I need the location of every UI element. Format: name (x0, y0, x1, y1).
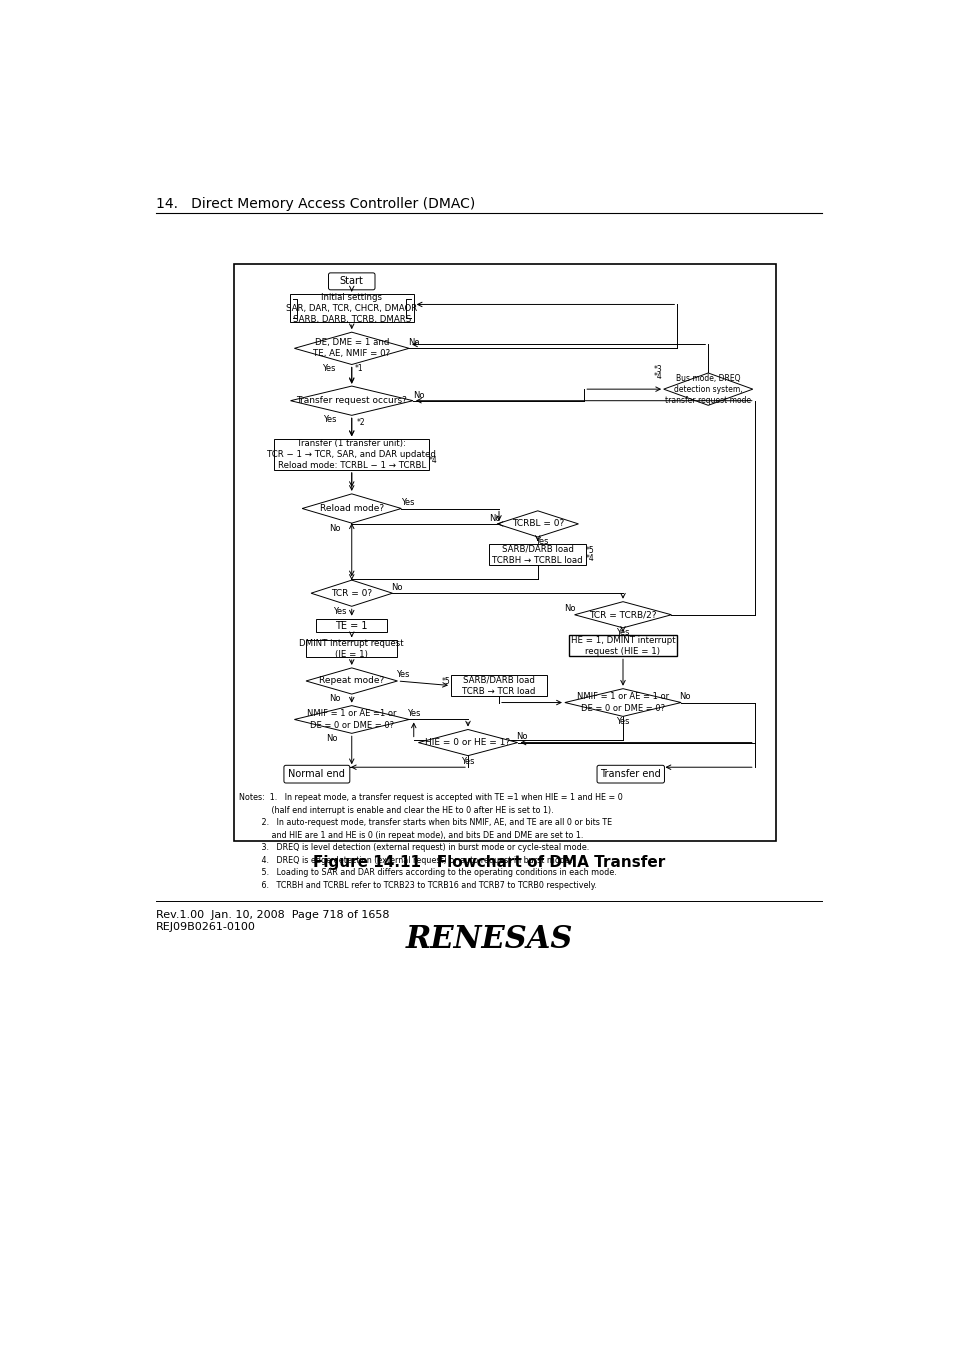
Text: RENESAS: RENESAS (405, 925, 572, 956)
FancyBboxPatch shape (568, 634, 677, 656)
Text: *1: *1 (355, 364, 363, 373)
Text: 14.   Direct Memory Access Controller (DMAC): 14. Direct Memory Access Controller (DMA… (155, 197, 475, 212)
FancyBboxPatch shape (489, 544, 585, 566)
Polygon shape (497, 510, 578, 537)
Text: Yes: Yes (616, 717, 629, 725)
Text: No: No (329, 524, 340, 533)
Text: No: No (413, 390, 424, 400)
FancyBboxPatch shape (290, 294, 414, 323)
Text: Initial settings
SAR, DAR, TCR, CHCR, DMAOR
SARB, DARB, TCRB, DMARS: Initial settings SAR, DAR, TCR, CHCR, DM… (286, 293, 416, 324)
Text: *3: *3 (653, 364, 661, 374)
Text: DMINT interrupt request
(IE = 1): DMINT interrupt request (IE = 1) (299, 639, 404, 659)
Text: Start: Start (339, 277, 363, 286)
Text: No: No (329, 694, 340, 703)
Text: Transfer (1 transfer unit):
TCR − 1 → TCR, SAR, and DAR updated
Reload mode: TCR: Transfer (1 transfer unit): TCR − 1 → TC… (267, 439, 436, 470)
Polygon shape (306, 668, 397, 694)
Text: TCR = TCRB/2?: TCR = TCRB/2? (589, 610, 656, 620)
Text: Transfer end: Transfer end (599, 769, 660, 779)
Text: *5: *5 (585, 547, 595, 555)
Text: Yes: Yes (333, 608, 346, 616)
Text: Bus mode, DREQ
detection system,
transfer request mode: Bus mode, DREQ detection system, transfe… (664, 374, 751, 405)
Text: TCRBL = 0?: TCRBL = 0? (511, 520, 563, 528)
Text: REJ09B0261-0100: REJ09B0261-0100 (155, 922, 255, 931)
Text: Normal end: Normal end (288, 769, 345, 779)
Polygon shape (418, 729, 517, 756)
Text: Figure 14.11   Flowchart of DMA Transfer: Figure 14.11 Flowchart of DMA Transfer (313, 855, 664, 871)
Polygon shape (294, 706, 409, 733)
Polygon shape (574, 602, 671, 628)
Text: DE, DME = 1 and
TE, AE, NMIF = 0?: DE, DME = 1 and TE, AE, NMIF = 0? (313, 339, 390, 358)
Text: Notes:  1.   In repeat mode, a transfer request is accepted with TE =1 when HIE : Notes: 1. In repeat mode, a transfer req… (239, 794, 622, 890)
Text: SARB/DARB load
TCRBH → TCRBL load: SARB/DARB load TCRBH → TCRBL load (492, 544, 582, 564)
Text: *4: *4 (428, 456, 437, 466)
Text: No: No (408, 339, 419, 347)
FancyBboxPatch shape (233, 263, 776, 841)
Text: Reload mode?: Reload mode? (319, 504, 383, 513)
Text: No: No (326, 734, 337, 744)
FancyBboxPatch shape (450, 675, 547, 697)
Text: NMIF = 1 or AE =1 or
DE = 0 or DME = 0?: NMIF = 1 or AE =1 or DE = 0 or DME = 0? (307, 710, 396, 729)
Text: No: No (489, 514, 500, 522)
Text: *2: *2 (356, 417, 365, 427)
FancyBboxPatch shape (306, 640, 397, 657)
Text: No: No (679, 693, 690, 701)
Text: Yes: Yes (321, 364, 335, 373)
FancyBboxPatch shape (274, 439, 429, 470)
Text: TCR = 0?: TCR = 0? (331, 589, 372, 598)
Polygon shape (302, 494, 401, 524)
Text: Repeat mode?: Repeat mode? (319, 676, 384, 686)
Polygon shape (564, 688, 680, 717)
Text: TE = 1: TE = 1 (335, 621, 368, 630)
Text: No: No (564, 603, 576, 613)
Text: Yes: Yes (616, 628, 629, 637)
Text: Yes: Yes (323, 416, 336, 424)
Text: Yes: Yes (400, 498, 414, 506)
Text: NMIF = 1 or AE = 1 or
DE = 0 or DME = 0?: NMIF = 1 or AE = 1 or DE = 0 or DME = 0? (577, 693, 668, 713)
Polygon shape (294, 332, 409, 365)
Polygon shape (663, 373, 752, 405)
Text: *4: *4 (585, 554, 595, 563)
Text: Transfer request occurs?: Transfer request occurs? (296, 396, 407, 405)
Text: No: No (516, 732, 527, 741)
Text: Rev.1.00  Jan. 10, 2008  Page 718 of 1658: Rev.1.00 Jan. 10, 2008 Page 718 of 1658 (155, 910, 389, 921)
FancyBboxPatch shape (328, 273, 375, 290)
Text: SARB/DARB load
TCRB → TCR load: SARB/DARB load TCRB → TCR load (462, 675, 536, 695)
Text: Yes: Yes (407, 709, 420, 718)
FancyBboxPatch shape (284, 765, 350, 783)
Text: No: No (391, 583, 402, 591)
Text: Yes: Yes (535, 537, 548, 547)
Text: Yes: Yes (460, 756, 475, 765)
Text: *4: *4 (653, 373, 661, 381)
Polygon shape (311, 580, 392, 606)
Text: *5: *5 (441, 678, 450, 686)
Text: HIE = 0 or HE = 1?: HIE = 0 or HE = 1? (425, 738, 510, 747)
Text: Yes: Yes (395, 671, 409, 679)
FancyBboxPatch shape (597, 765, 664, 783)
FancyBboxPatch shape (315, 618, 387, 632)
Text: HE = 1, DMINT interrupt
request (HIE = 1): HE = 1, DMINT interrupt request (HIE = 1… (570, 636, 675, 656)
Polygon shape (291, 386, 413, 416)
